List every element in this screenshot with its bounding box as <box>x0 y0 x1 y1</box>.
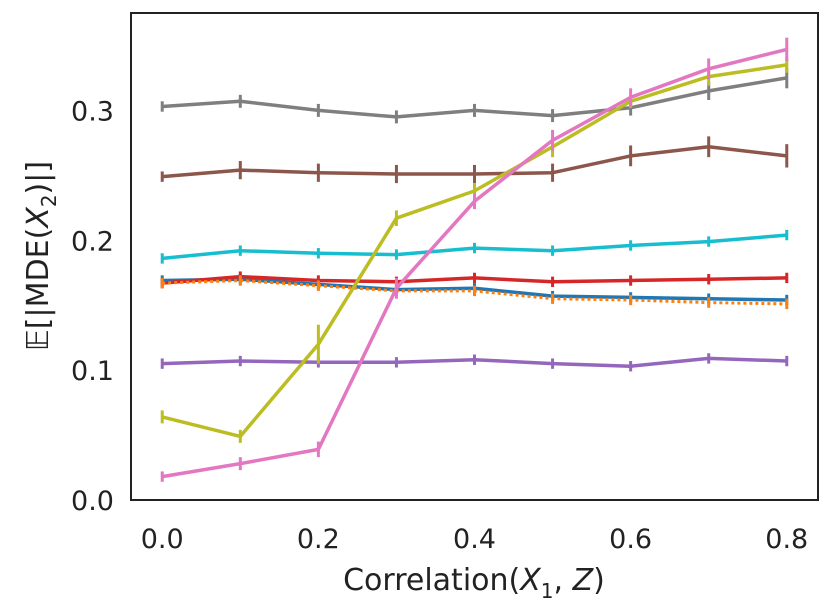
x-tick-label: 0.6 <box>609 524 652 555</box>
x-tick-label: 0.2 <box>297 524 340 555</box>
series-cyan <box>160 229 789 264</box>
y-tick-label: 0.0 <box>71 486 114 517</box>
series-layer <box>160 37 789 482</box>
series-gray <box>160 67 789 124</box>
x-tick-label: 0.0 <box>141 524 184 555</box>
x-tick-label: 0.8 <box>765 524 808 555</box>
series-brown <box>160 136 789 184</box>
x-axis-label: Correlation(X1, Z) <box>343 563 605 603</box>
y-tick-label: 0.3 <box>71 96 114 127</box>
series-purple <box>160 353 789 372</box>
series-pink <box>160 37 789 482</box>
x-tick-label: 0.4 <box>453 524 496 555</box>
plot-frame <box>130 12 819 501</box>
y-tick-label: 0.1 <box>71 356 114 387</box>
ticks-layer: 0.0 0.2 0.4 0.6 0.8 0.0 0.1 0.2 0.3 <box>71 96 808 555</box>
y-tick-label: 0.2 <box>71 226 114 257</box>
y-axis-label: 𝔼[|MDE(X2)|] <box>21 161 61 351</box>
